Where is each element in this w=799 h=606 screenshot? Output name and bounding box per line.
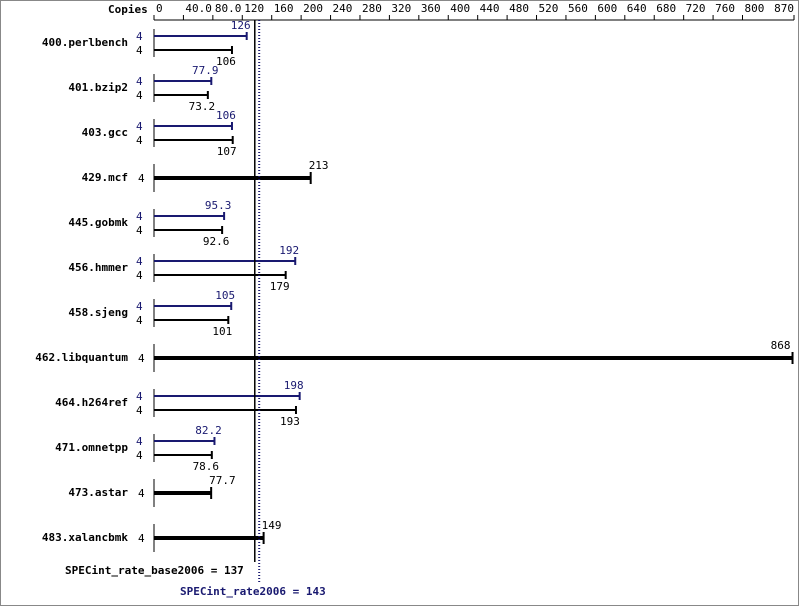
- copies: 4: [136, 449, 143, 462]
- value-label: 77.7: [209, 474, 236, 487]
- bar: [154, 176, 311, 180]
- benchmark-label: 401.bzip2: [68, 81, 128, 94]
- value-label: 179: [270, 280, 290, 293]
- copies: 4: [136, 75, 143, 88]
- value-label: 106: [216, 55, 236, 68]
- reference-label: SPECint_rate_base2006 = 137: [65, 564, 244, 577]
- x-tick-label: 870: [774, 2, 794, 15]
- x-tick-label: 40.0: [185, 2, 212, 15]
- x-tick-label: 400: [450, 2, 470, 15]
- x-tick-label: 280: [362, 2, 382, 15]
- benchmark-label: 462.libquantum: [35, 351, 128, 364]
- copies: 4: [138, 532, 145, 545]
- copies: 4: [136, 435, 143, 448]
- x-tick-label: 720: [686, 2, 706, 15]
- x-tick-label: 200: [303, 2, 323, 15]
- value-label: 77.9: [192, 64, 219, 77]
- copies: 4: [138, 487, 145, 500]
- value-label: 198: [284, 379, 304, 392]
- benchmark-label: 456.hmmer: [68, 261, 128, 274]
- bar: [154, 356, 793, 360]
- copies: 4: [136, 30, 143, 43]
- bar: [154, 536, 264, 540]
- copies: 4: [136, 390, 143, 403]
- copies: 4: [136, 314, 143, 327]
- copies: 4: [138, 172, 145, 185]
- copies: 4: [136, 300, 143, 313]
- x-tick-label: 680: [656, 2, 676, 15]
- benchmark-label: 458.sjeng: [68, 306, 128, 319]
- copies: 4: [136, 404, 143, 417]
- value-label: 107: [217, 145, 237, 158]
- x-tick-label: 360: [421, 2, 441, 15]
- copies: 4: [136, 255, 143, 268]
- value-label: 193: [280, 415, 300, 428]
- value-label: 78.6: [193, 460, 220, 473]
- x-tick-label: 80.0: [215, 2, 242, 15]
- x-tick-label: 600: [597, 2, 617, 15]
- x-tick-label: 0: [156, 2, 163, 15]
- value-label: 213: [309, 159, 329, 172]
- value-label: 95.3: [205, 199, 232, 212]
- value-label: 106: [216, 109, 236, 122]
- reference-label: SPECint_rate2006 = 143: [180, 585, 326, 598]
- benchmark-label: 400.perlbench: [42, 36, 128, 49]
- value-label: 149: [262, 519, 282, 532]
- copies-header: Copies: [108, 3, 148, 16]
- value-label: 192: [279, 244, 299, 257]
- x-tick-label: 440: [480, 2, 500, 15]
- value-label: 82.2: [195, 424, 222, 437]
- x-tick-label: 160: [274, 2, 294, 15]
- x-tick-label: 760: [715, 2, 735, 15]
- x-tick-label: 480: [509, 2, 529, 15]
- benchmark-label: 429.mcf: [82, 171, 128, 184]
- x-tick-label: 640: [627, 2, 647, 15]
- value-label: 126: [231, 19, 251, 32]
- benchmark-label: 403.gcc: [82, 126, 128, 139]
- value-label: 73.2: [189, 100, 216, 113]
- copies: 4: [136, 224, 143, 237]
- x-tick-label: 240: [333, 2, 353, 15]
- copies: 4: [136, 120, 143, 133]
- value-label: 868: [771, 339, 791, 352]
- copies: 4: [136, 89, 143, 102]
- benchmark-label: 473.astar: [68, 486, 128, 499]
- x-tick-label: 320: [391, 2, 411, 15]
- copies: 4: [136, 44, 143, 57]
- x-tick-label: 560: [568, 2, 588, 15]
- value-label: 92.6: [203, 235, 230, 248]
- value-label: 105: [215, 289, 235, 302]
- copies: 4: [136, 269, 143, 282]
- bar: [154, 491, 212, 495]
- value-label: 101: [212, 325, 232, 338]
- x-tick-label: 800: [745, 2, 765, 15]
- benchmark-label: 464.h264ref: [55, 396, 128, 409]
- benchmark-label: 445.gobmk: [68, 216, 128, 229]
- benchmark-label: 483.xalancbmk: [42, 531, 128, 544]
- copies: 4: [138, 352, 145, 365]
- x-tick-label: 120: [244, 2, 264, 15]
- copies: 4: [136, 210, 143, 223]
- benchmark-label: 471.omnetpp: [55, 441, 128, 454]
- copies: 4: [136, 134, 143, 147]
- x-tick-label: 520: [539, 2, 559, 15]
